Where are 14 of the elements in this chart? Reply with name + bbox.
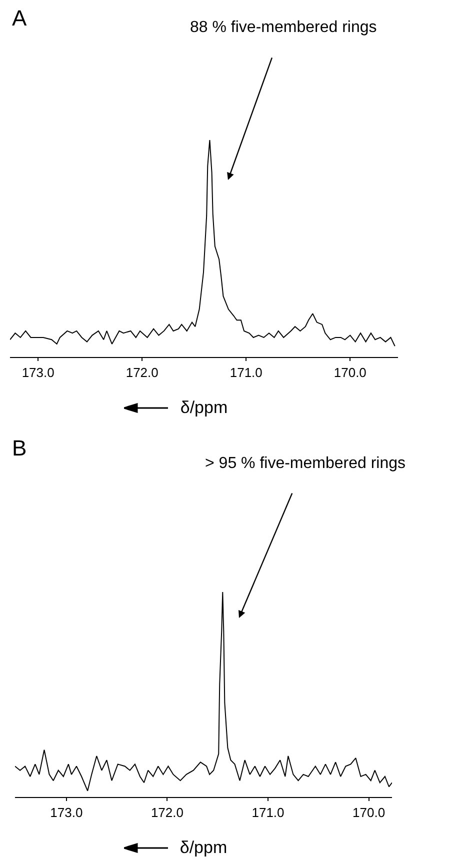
chart-title: A [12,5,27,30]
x-axis-title: δ/ppm [180,398,228,418]
x-tick-label: 172.0 [150,804,184,820]
text: 88 % five-membered rings [190,19,377,36]
text: > 95 % five-membered rings [205,455,406,472]
x-tick-label: 173.0 [50,804,83,820]
x-tick-label: 171.0 [252,804,284,820]
x-tick-label: 170.0 [352,804,386,820]
x-tick-label: 173.0 [22,364,54,380]
x-tick-label: 172.0 [126,364,158,380]
x-axis-title: δ/ppm [180,838,228,858]
chart-title: B [12,435,27,460]
x-tick-label: 171.0 [230,364,262,380]
x-tick-label: 170.0 [334,364,366,380]
